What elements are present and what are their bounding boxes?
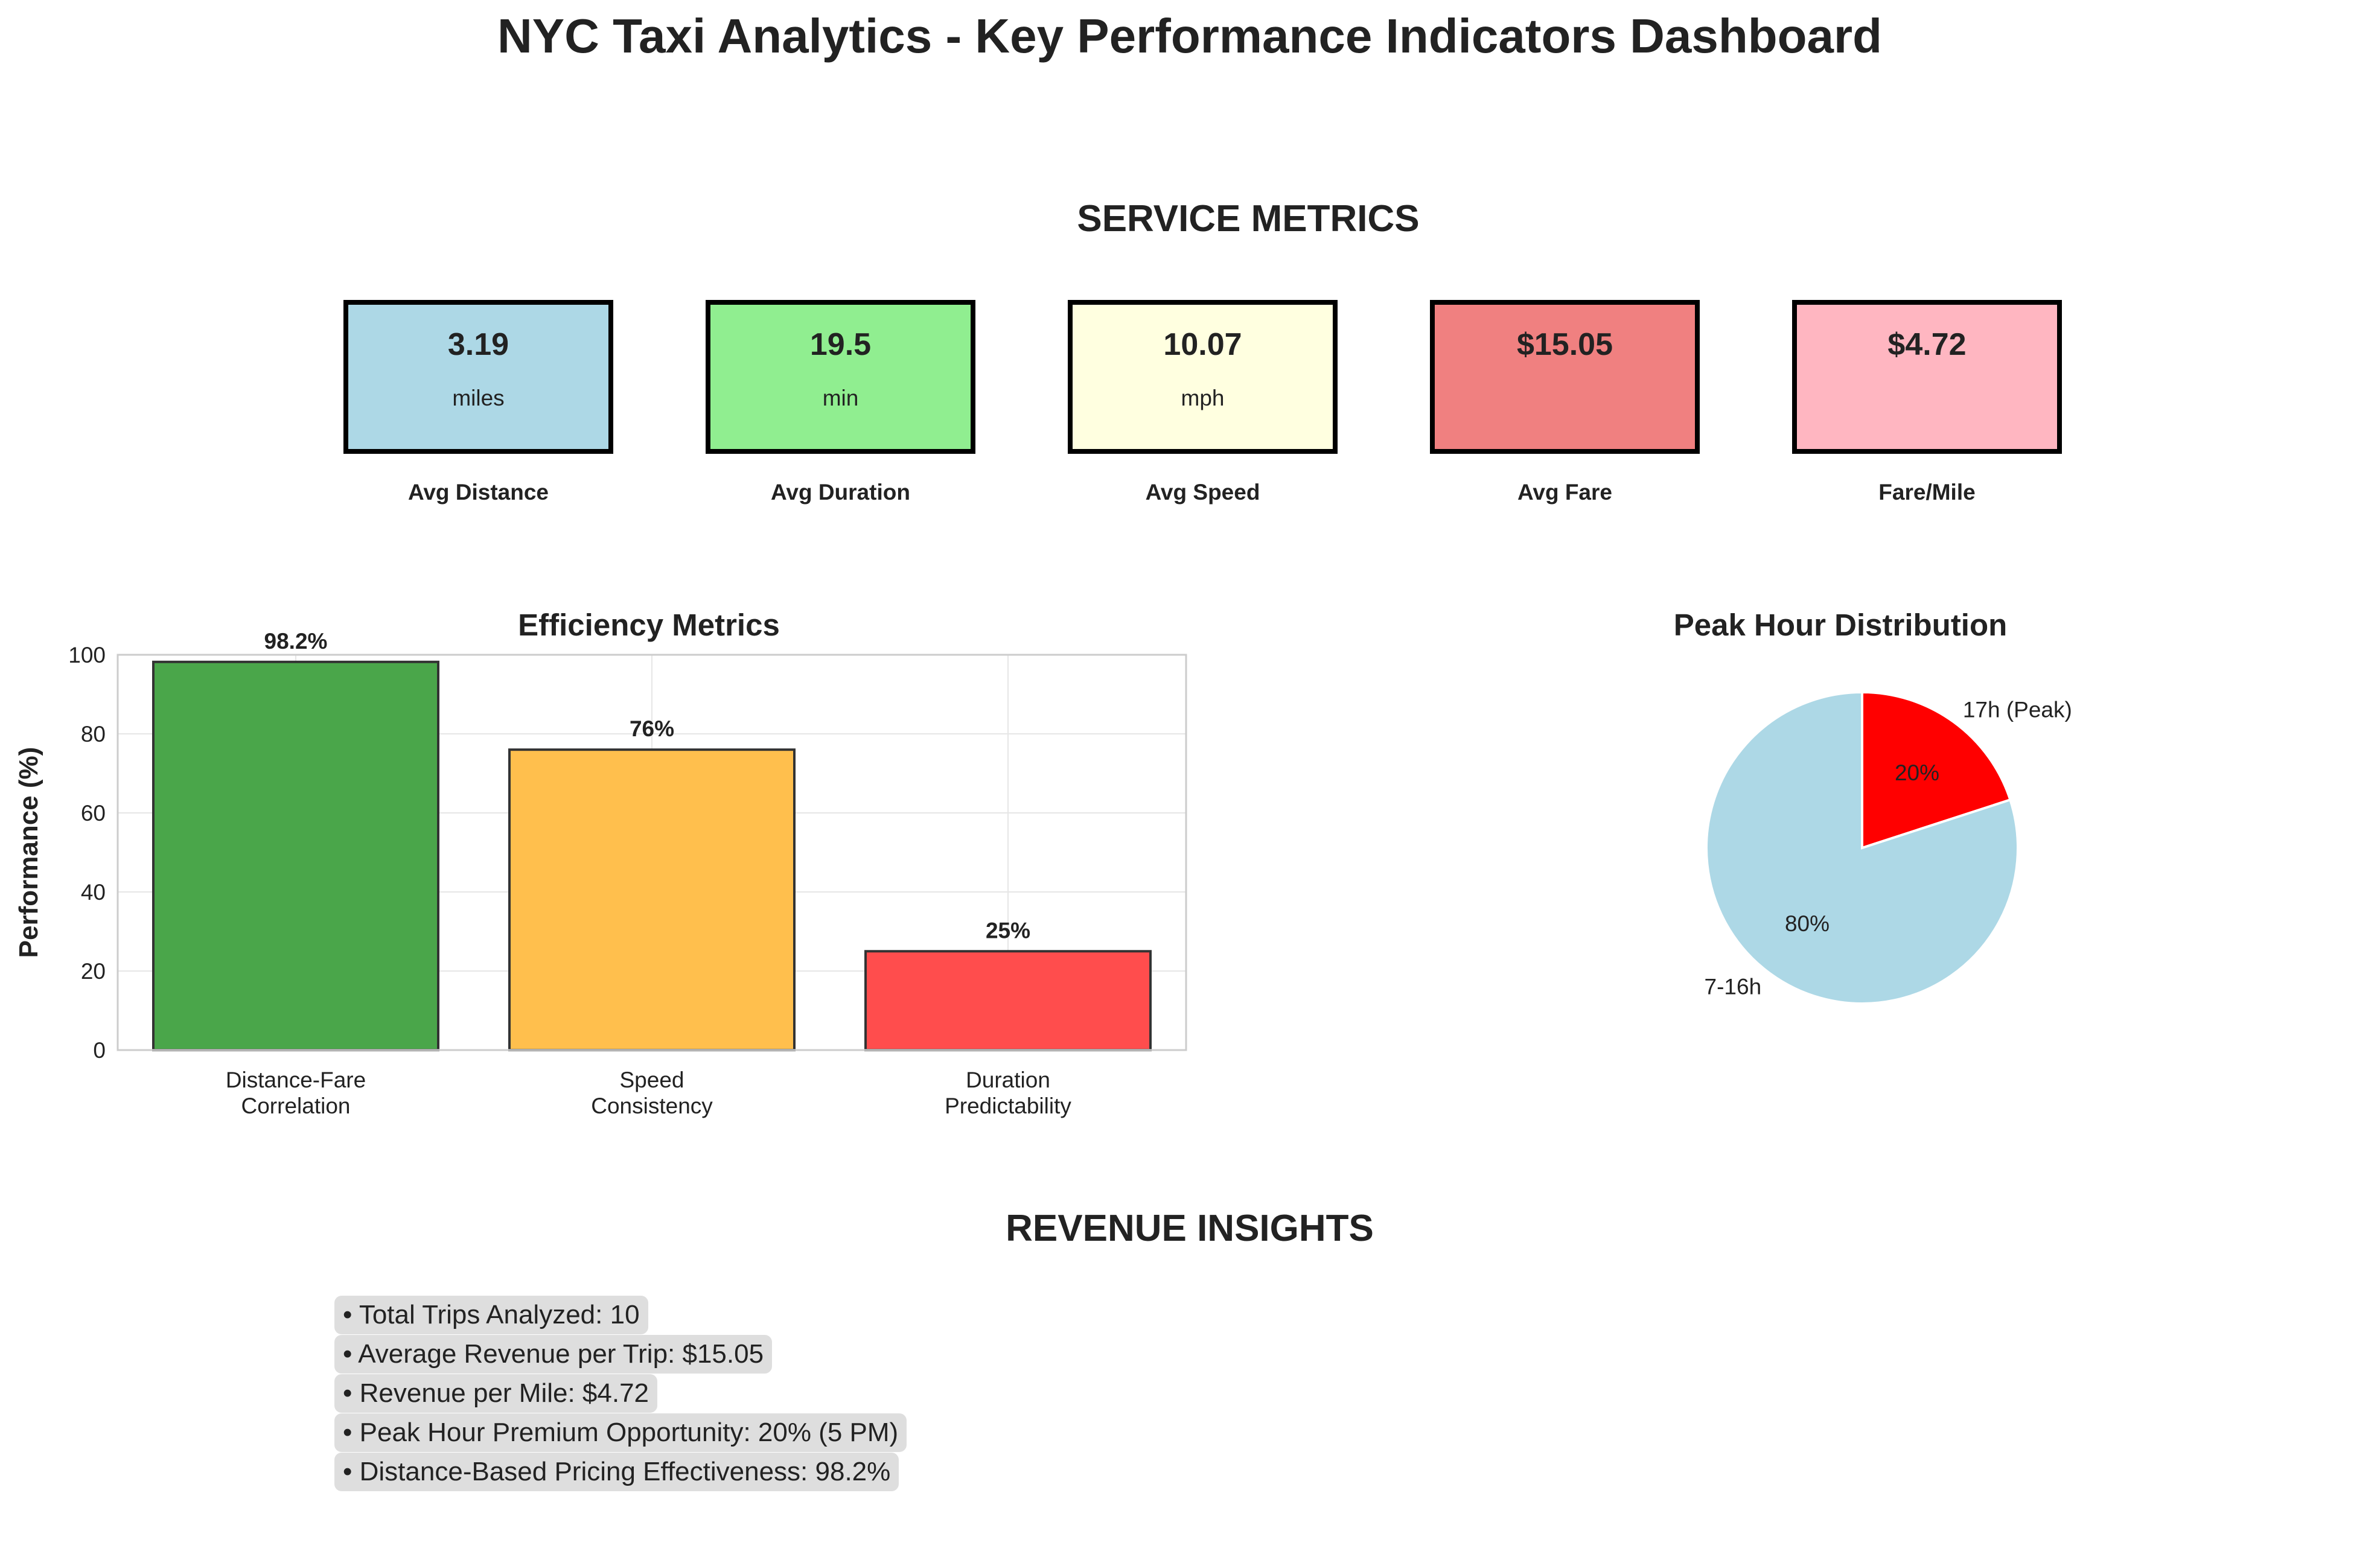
kpi-label: Avg Speed [1145,480,1260,505]
plot-frame [116,654,1187,1051]
kpi-value: 3.19 [447,327,509,362]
insight-revenue-per-mile: • Revenue per Mile: $4.72 [334,1374,658,1413]
x-tick-label: Speed Consistency [591,1068,713,1118]
pie-slice [1705,690,2019,1005]
kpi-unit: miles [452,386,505,410]
insight-total-trips: • Total Trips Analyzed: 10 [334,1296,648,1334]
bar [152,660,439,1052]
bar-data-label: 76% [630,716,674,741]
kpi-card-avg-speed: 10.07 mph [1068,300,1338,454]
kpi-card-fare-per-mile: $4.72 [1792,300,2062,454]
bar-data-label: 25% [986,918,1030,943]
kpi-card-avg-duration: 19.5 min [706,300,975,454]
y-tick-label: 20 [81,959,106,984]
insight-peak-premium: • Peak Hour Premium Opportunity: 20% (5 … [334,1413,907,1452]
kpi-value: 19.5 [809,327,872,362]
pie-label: 17h (Peak) [1963,697,2072,722]
kpi-unit: mph [1181,386,1225,410]
efficiency-chart-title: Efficiency Metrics [518,608,780,642]
x-tick-label: Duration Predictability [945,1068,1071,1118]
service-metrics-title: SERVICE METRICS [1077,198,1420,240]
peak-hour-pie-chart: 20% 17h (Peak) 80% 7-16h [1705,690,2072,1005]
y-tick-label: 40 [81,880,106,905]
bar [864,950,1152,1051]
insight-pricing-effectiveness: • Distance-Based Pricing Effectiveness: … [334,1453,899,1491]
efficiency-bar-chart: 0 20 40 60 80 100 98.2% Distance-Fare Correlatio… [14,629,1187,1118]
peak-hour-chart-title: Peak Hour Distribution [1673,608,2008,642]
kpi-card-avg-fare: $15.05 [1430,300,1700,454]
y-tick-label: 100 [68,643,106,667]
kpi-value: $4.72 [1887,327,1967,362]
insight-avg-revenue: • Average Revenue per Trip: $15.05 [334,1335,773,1374]
pie-pct-label: 20% [1895,760,1939,785]
kpi-label: Avg Distance [407,480,549,505]
kpi-value: 10.07 [1163,327,1242,362]
kpi-card-avg-distance: 3.19 miles [343,300,613,454]
y-tick-label: 80 [81,722,106,747]
revenue-insights-title: REVENUE INSIGHTS [1006,1208,1374,1249]
kpi-value: $15.05 [1516,327,1613,362]
kpi-label: Avg Duration [771,480,910,505]
y-tick-label: 60 [81,801,106,826]
y-axis-label: Performance (%) [14,747,43,958]
kpi-unit: min [822,386,859,410]
dashboard-title: NYC Taxi Analytics - Key Performance Ind… [497,9,1883,63]
kpi-label: Avg Fare [1517,480,1612,505]
kpi-label: Fare/Mile [1878,480,1976,505]
pie-slice [1861,690,2012,850]
bar-data-label: 98.2% [264,629,328,654]
y-tick-label: 0 [93,1038,106,1063]
pie-pct-label: 80% [1785,911,1830,936]
bar [508,748,796,1051]
pie-label: 7-16h [1705,975,1762,999]
x-tick-label: Distance-Fare Correlation [226,1068,366,1118]
